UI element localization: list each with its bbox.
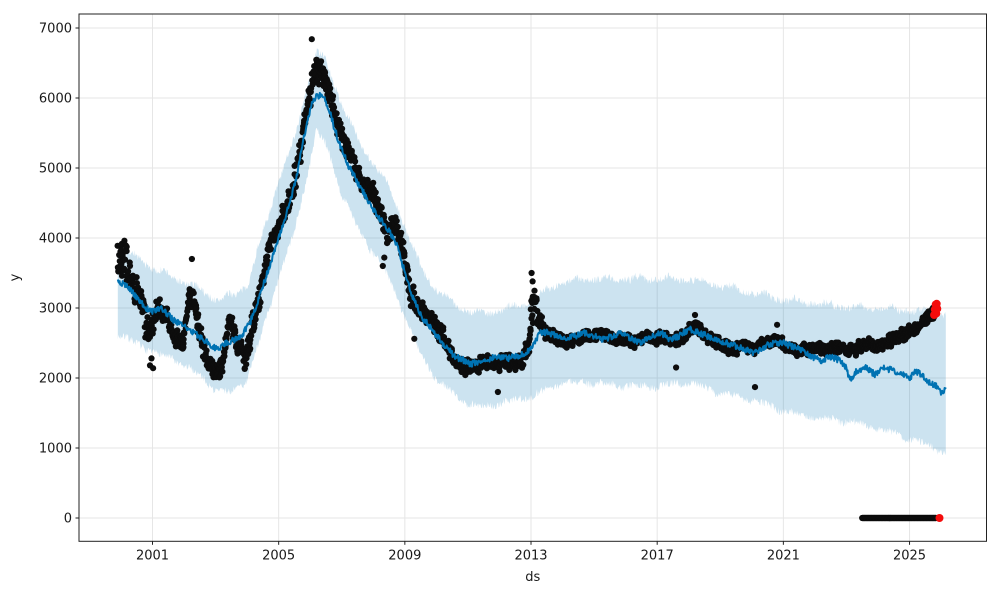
y-tick-label: 4000: [39, 231, 72, 246]
y-tick-label: 2000: [39, 371, 72, 386]
y-tick-label: 6000: [39, 91, 72, 106]
y-axis-label: y: [8, 273, 23, 281]
y-tick-label: 0: [64, 511, 72, 526]
forecast-line: [116, 91, 947, 396]
x-tick-label: 2025: [893, 548, 926, 563]
x-tick-label: 2021: [767, 548, 800, 563]
tick-labels: 0 1000 2000 3000 4000 5000 6000 7000 2001 2005 200…: [39, 21, 926, 563]
uncertainty-band: [117, 48, 946, 456]
plot-border: [78, 13, 987, 542]
anomaly-dots: [930, 299, 944, 522]
x-tick-label: 2009: [388, 548, 421, 563]
y-tick-label: 5000: [39, 161, 72, 176]
x-axis-label: ds: [525, 570, 540, 585]
y-tick-label: 3000: [39, 301, 72, 316]
grid-lines: [79, 14, 987, 542]
x-tick-label: 2013: [514, 548, 547, 563]
x-tick-label: 2017: [641, 548, 674, 563]
x-tick-label: 2001: [136, 548, 169, 563]
y-tick-label: 1000: [39, 441, 72, 456]
x-tick-label: 2005: [262, 548, 295, 563]
axis-ticks: [75, 27, 911, 545]
y-tick-label: 7000: [39, 21, 72, 36]
